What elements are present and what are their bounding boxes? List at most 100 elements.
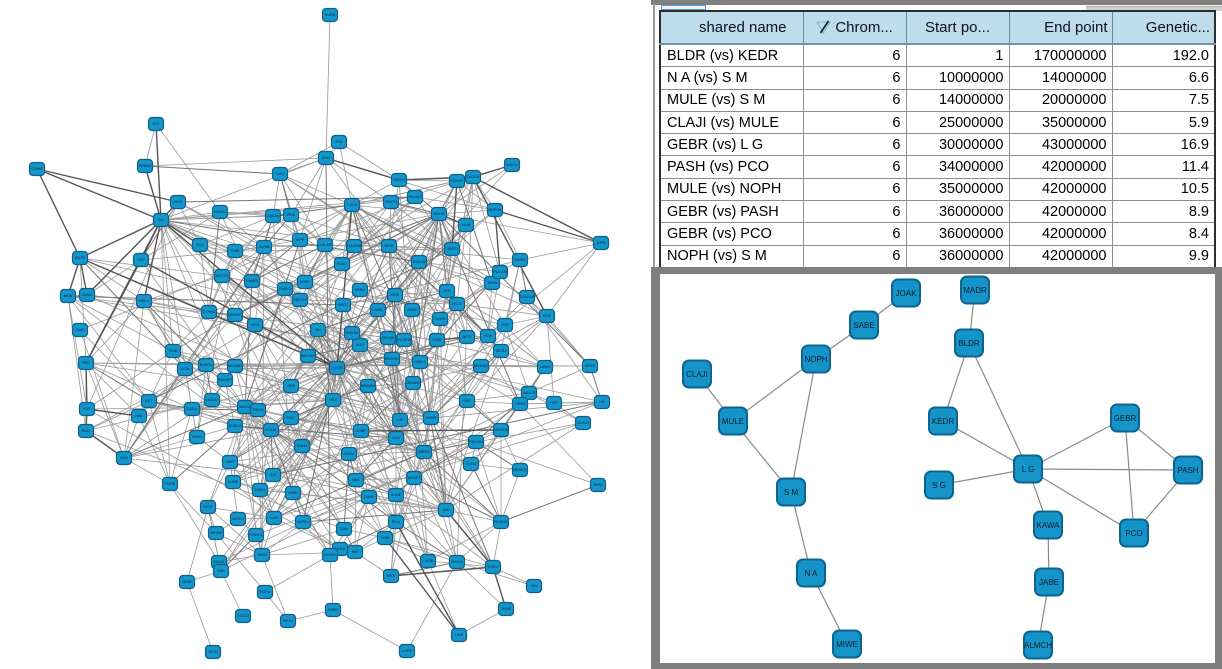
- svg-text:HURI: HURI: [269, 516, 278, 520]
- svg-text:SEGAK: SEGAK: [381, 336, 395, 340]
- svg-text:MIHIW: MIHIW: [210, 531, 222, 535]
- svg-text:VERU: VERU: [355, 288, 366, 292]
- svg-text:DIPE: DIPE: [296, 238, 305, 242]
- svg-text:LIVOB: LIVOB: [422, 559, 434, 563]
- svg-text:LAMIL: LAMIL: [373, 308, 384, 312]
- svg-text:HUJ: HUJ: [392, 436, 399, 440]
- svg-text:WIRE: WIRE: [288, 491, 298, 495]
- svg-text:MESU: MESU: [419, 450, 430, 454]
- svg-text:SEDOV: SEDOV: [293, 298, 307, 302]
- svg-text:TUHE: TUHE: [165, 482, 176, 486]
- svg-text:CESA: CESA: [515, 402, 526, 406]
- svg-text:BEJU: BEJU: [283, 619, 293, 623]
- svg-text:DUN: DUN: [76, 328, 84, 332]
- svg-text:NIG: NIG: [352, 550, 359, 554]
- svg-text:MIWE: MIWE: [836, 640, 858, 649]
- svg-text:TULIS: TULIS: [347, 203, 358, 207]
- svg-text:PORU: PORU: [488, 565, 499, 569]
- svg-text:GIDE: GIDE: [203, 505, 213, 509]
- svg-text:MALU: MALU: [139, 299, 150, 303]
- svg-text:VINOG: VINOG: [250, 533, 262, 537]
- svg-text:GOPU: GOPU: [385, 200, 396, 204]
- svg-text:CADA: CADA: [187, 407, 198, 411]
- svg-text:VUDE: VUDE: [391, 493, 402, 497]
- svg-text:DIL: DIL: [599, 400, 605, 404]
- svg-text:JAPEL: JAPEL: [297, 520, 309, 524]
- svg-text:KITI: KITI: [153, 122, 160, 126]
- svg-text:VIWI: VIWI: [322, 156, 330, 160]
- svg-text:JAM: JAM: [442, 508, 450, 512]
- svg-text:JEG: JEG: [443, 289, 450, 293]
- svg-text:WUJUJ: WUJUJ: [409, 195, 422, 199]
- svg-text:JABE: JABE: [1039, 578, 1059, 587]
- svg-text:BLDR: BLDR: [958, 339, 980, 348]
- svg-text:KUNI: KUNI: [461, 223, 470, 227]
- svg-text:HAJ: HAJ: [137, 258, 144, 262]
- svg-text:JEWE: JEWE: [501, 607, 512, 611]
- svg-text:TUGU: TUGU: [335, 547, 346, 551]
- svg-text:ALMCH: ALMCH: [1024, 641, 1052, 650]
- svg-text:MUDU: MUDU: [206, 398, 218, 402]
- svg-text:GIDOL: GIDOL: [451, 560, 463, 564]
- svg-text:KIVE: KIVE: [391, 293, 400, 297]
- svg-text:CUHA: CUHA: [344, 452, 355, 456]
- svg-text:KUCI: KUCI: [337, 262, 346, 266]
- svg-text:DIHU: DIHU: [257, 553, 267, 557]
- svg-text:BEW: BEW: [64, 294, 73, 298]
- svg-text:NASO: NASO: [515, 258, 526, 262]
- svg-text:COMUM: COMUM: [520, 295, 535, 299]
- svg-text:GEB: GEB: [287, 384, 295, 388]
- svg-text:GIL: GIL: [158, 218, 164, 222]
- svg-text:WOGO: WOGO: [216, 274, 228, 278]
- svg-text:BAROL: BAROL: [200, 363, 213, 367]
- svg-text:CUWE: CUWE: [31, 167, 43, 171]
- svg-text:WOW: WOW: [426, 416, 437, 420]
- svg-text:HONE: HONE: [266, 428, 277, 432]
- svg-text:HAV: HAV: [135, 414, 143, 418]
- svg-text:VIRA: VIRA: [251, 323, 260, 327]
- svg-text:MOSU: MOSU: [324, 553, 336, 557]
- svg-text:RUG: RUG: [82, 429, 90, 433]
- svg-text:NIHA: NIHA: [384, 244, 394, 248]
- svg-text:CLAJI: CLAJI: [686, 370, 708, 379]
- svg-text:L G: L G: [1022, 465, 1035, 474]
- svg-text:MUNAR: MUNAR: [228, 364, 242, 368]
- svg-text:RAHA: RAHA: [297, 444, 308, 448]
- svg-text:GALAP: GALAP: [319, 243, 332, 247]
- svg-text:KOKIG: KOKIG: [451, 179, 463, 183]
- svg-text:KET: KET: [145, 399, 153, 403]
- svg-text:NUDI: NUDI: [192, 435, 201, 439]
- svg-text:JUMA: JUMA: [407, 308, 418, 312]
- svg-text:TEW: TEW: [484, 334, 493, 338]
- svg-text:DUC: DUC: [287, 416, 295, 420]
- svg-text:PINE: PINE: [169, 349, 178, 353]
- svg-text:JUPA: JUPA: [596, 241, 606, 245]
- svg-text:S M: S M: [784, 488, 799, 497]
- svg-text:JUSIB: JUSIB: [259, 245, 270, 249]
- svg-text:PIVU: PIVU: [287, 213, 296, 217]
- svg-text:NUPUK: NUPUK: [488, 208, 502, 212]
- svg-text:WUTU: WUTU: [446, 247, 458, 251]
- svg-text:BASOC: BASOC: [228, 313, 242, 317]
- svg-text:HACEM: HACEM: [347, 244, 361, 248]
- svg-text:MEN: MEN: [387, 574, 396, 578]
- svg-text:VECE: VECE: [452, 302, 463, 306]
- svg-text:GACAH: GACAH: [266, 214, 280, 218]
- svg-text:SOTE: SOTE: [75, 256, 86, 260]
- svg-text:DUCO: DUCO: [577, 421, 588, 425]
- svg-text:MOSO: MOSO: [239, 405, 251, 409]
- svg-text:JAWIL: JAWIL: [81, 293, 92, 297]
- svg-text:WUBUH: WUBUH: [361, 384, 376, 388]
- svg-text:WED: WED: [174, 200, 183, 204]
- svg-text:KUT: KUT: [83, 407, 91, 411]
- svg-text:JOH: JOH: [335, 140, 343, 144]
- svg-text:LUSIR: LUSIR: [331, 366, 342, 370]
- svg-text:NIVAG: NIVAG: [214, 210, 226, 214]
- svg-text:PUCAM: PUCAM: [493, 270, 507, 274]
- svg-text:JAKUS: JAKUS: [523, 391, 536, 395]
- svg-text:ROLU: ROLU: [260, 590, 271, 594]
- svg-text:WICE: WICE: [338, 303, 348, 307]
- svg-text:VOBI: VOBI: [380, 536, 389, 540]
- svg-text:ROSUK: ROSUK: [494, 520, 508, 524]
- svg-text:JOS: JOS: [501, 323, 509, 327]
